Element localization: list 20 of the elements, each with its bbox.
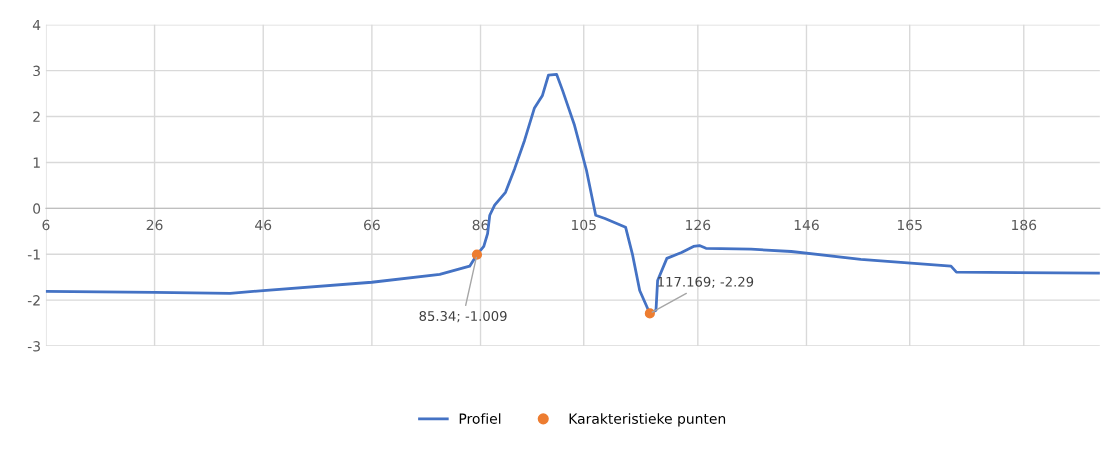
x-tick-label: 46 bbox=[255, 219, 272, 231]
x-tick-label: 26 bbox=[146, 219, 163, 231]
x-tick-label: 66 bbox=[364, 219, 380, 231]
legend-label: Karakteristieke punten bbox=[569, 413, 726, 427]
annotation: 85.34; -1.009 bbox=[419, 311, 507, 323]
y-tick-label: 1 bbox=[33, 157, 40, 168]
x-tick-label: 126 bbox=[686, 219, 711, 231]
y-tick-label: -2 bbox=[27, 295, 40, 306]
y-tick-label: 2 bbox=[33, 111, 40, 122]
y-tick-label: 0 bbox=[33, 203, 41, 214]
x-tick-label: 165 bbox=[897, 219, 922, 231]
y-tick-label: -1 bbox=[27, 249, 40, 260]
x-tick-label: 6 bbox=[42, 219, 50, 231]
y-tick-label: -3 bbox=[27, 341, 40, 352]
x-tick-label: 105 bbox=[572, 219, 596, 231]
legend-label: Profiel bbox=[459, 413, 501, 424]
y-tick-label: 3 bbox=[33, 65, 40, 77]
x-tick-label: 186 bbox=[1012, 219, 1037, 231]
x-tick-label: 146 bbox=[794, 219, 819, 231]
y-tick-label: 4 bbox=[32, 19, 41, 31]
